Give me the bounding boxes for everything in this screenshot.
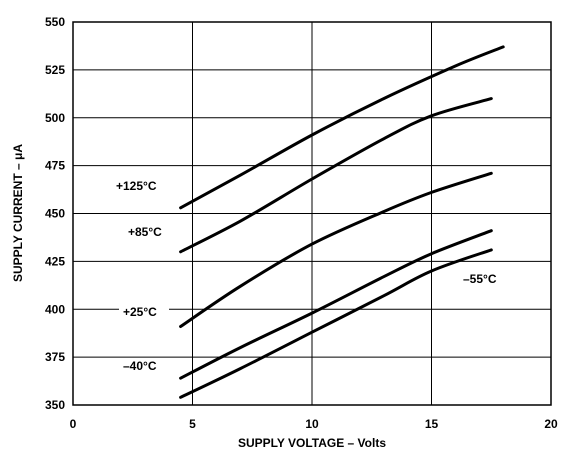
x-tick-label: 20 (544, 417, 558, 431)
series-lines (179, 45, 505, 399)
series-label-mask (119, 358, 169, 374)
series-line (179, 229, 493, 380)
y-tick-label: 450 (45, 207, 65, 221)
x-tick-label: 5 (189, 417, 196, 431)
y-tick-label: 475 (45, 159, 65, 173)
y-tick-label: 425 (45, 254, 65, 268)
series-line (179, 45, 505, 210)
y-tick-label: 400 (45, 302, 65, 316)
y-tick-labels: 350 375 400 425 450 475 500 525 550 (45, 15, 65, 412)
x-tick-labels: 0 5 10 15 20 (70, 417, 558, 431)
series-label: +25°C (123, 305, 157, 319)
plot-frame (72, 21, 552, 406)
y-tick-label: 375 (45, 350, 65, 364)
grid-lines (73, 22, 551, 405)
series-line (179, 97, 493, 254)
series-label: +125°C (116, 179, 157, 193)
label-masks (112, 178, 509, 374)
series-label-mask (119, 304, 169, 320)
series-labels: +125°C +85°C +25°C –40°C –55°C (116, 179, 497, 373)
x-axis-title: SUPPLY VOLTAGE – Volts (238, 436, 386, 450)
series-line (179, 171, 493, 328)
y-axis-title: SUPPLY CURRENT – μA (11, 144, 25, 282)
series-label-mask (112, 178, 172, 194)
x-tick-label: 0 (70, 417, 77, 431)
series-line (179, 248, 493, 399)
series-label: –55°C (463, 272, 497, 286)
x-tick-label: 15 (425, 417, 439, 431)
x-tick-label: 10 (305, 417, 319, 431)
series-label-mask (124, 224, 174, 240)
y-tick-label: 525 (45, 63, 65, 77)
y-tick-label: 350 (45, 398, 65, 412)
y-tick-label: 550 (45, 15, 65, 29)
y-tick-label: 500 (45, 111, 65, 125)
series-label-mask (459, 271, 509, 287)
series-label: +85°C (128, 225, 162, 239)
series-label: –40°C (123, 359, 157, 373)
